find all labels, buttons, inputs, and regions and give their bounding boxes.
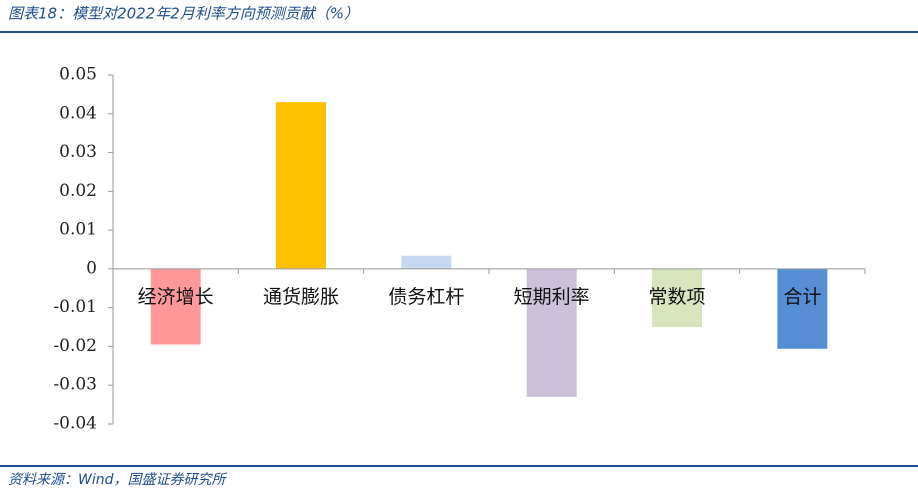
bar [150,268,201,345]
bar [652,268,702,328]
y-tick-label: 0.04 [59,103,97,123]
chart-title: 图表18：模型对2022年2月利率方向预测贡献（%） [8,5,359,23]
x-tick-label: 经济增长 [138,286,214,308]
x-tick-label: 通货膨胀 [263,286,339,308]
source-note: 资料来源：Wind，国盛证券研究所 [8,472,227,488]
y-tick-label: -0.02 [53,336,97,356]
bar [526,268,577,397]
y-tick-label: 0 [86,258,97,278]
bar [777,268,828,349]
bar [276,102,326,269]
y-tick-label: 0.03 [59,142,97,162]
x-tick-label: 常数项 [648,286,705,308]
x-tick-label: 债务杠杆 [388,286,464,308]
bar [401,255,452,269]
x-tick-label: 短期利率 [514,286,590,308]
y-tick-label: 0.05 [59,65,97,85]
y-tick-label: -0.04 [53,414,97,434]
y-tick-label: 0.02 [59,181,97,201]
y-tick-label: -0.01 [53,297,97,317]
x-tick-label: 合计 [783,286,821,308]
y-tick-label: 0.01 [59,220,97,240]
y-tick-label: -0.03 [53,375,97,395]
